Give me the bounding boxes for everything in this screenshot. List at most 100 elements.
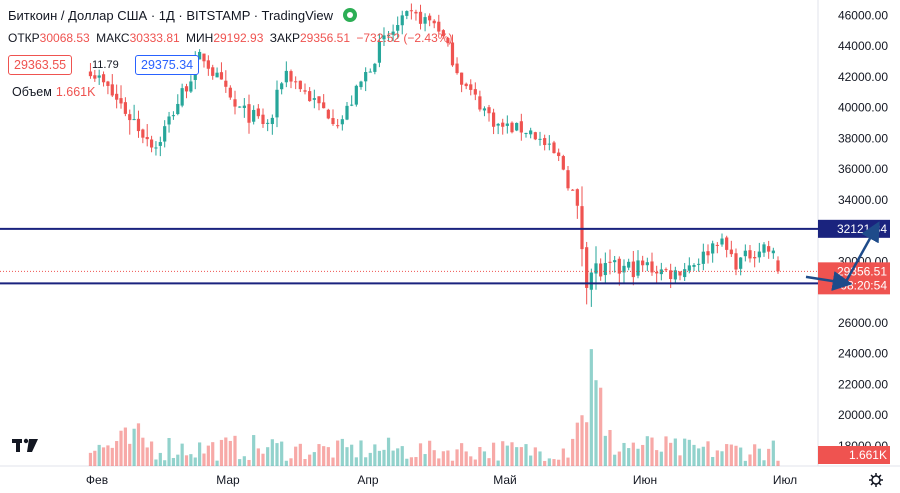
volume-bar <box>533 447 537 466</box>
candle-body <box>552 142 556 154</box>
volume-bar <box>515 447 519 466</box>
volume-bar <box>631 442 635 466</box>
volume-bar <box>391 450 395 466</box>
volume-bar <box>446 450 450 466</box>
candle-body <box>391 31 395 35</box>
volume-bar <box>115 441 119 466</box>
volume-bar <box>317 444 321 466</box>
candle-body <box>184 86 189 92</box>
candle-body <box>97 75 101 78</box>
candle-body <box>115 93 119 100</box>
candle-body <box>678 271 682 276</box>
volume-bar <box>132 428 136 466</box>
volume-bar <box>326 447 330 466</box>
candle-body <box>501 122 505 127</box>
volume-bar <box>233 435 237 466</box>
volume-bar <box>405 458 409 466</box>
volume-bar <box>176 454 180 466</box>
candle-body <box>645 262 649 266</box>
candle-body <box>510 122 514 133</box>
candle-body <box>482 108 487 111</box>
data-source: TradingView <box>261 8 334 23</box>
volume-bar <box>701 446 705 466</box>
volume-bar <box>163 460 167 466</box>
volume-bar <box>340 438 344 466</box>
volume-bar <box>206 445 210 466</box>
volume-bar <box>294 446 298 466</box>
volume-bar <box>184 455 189 466</box>
candle-body <box>359 81 363 88</box>
change-value: −732.52 (−2.43%) <box>356 31 453 45</box>
candle-body <box>547 143 551 145</box>
volume-bar <box>128 443 132 466</box>
volume-bar <box>464 451 468 466</box>
candle-body <box>317 96 321 104</box>
volume-bar <box>460 443 464 466</box>
candle-body <box>275 89 279 118</box>
volume-bar <box>566 457 570 466</box>
candle-body <box>594 263 598 274</box>
candle-body <box>294 81 298 83</box>
volume-bar <box>589 349 593 466</box>
volume-bar <box>571 438 575 466</box>
volume-bar <box>345 447 349 466</box>
candle-body <box>308 91 312 102</box>
volume-bar <box>247 459 251 466</box>
volume-bar <box>437 458 441 466</box>
candle-body <box>93 75 97 79</box>
volume-bar <box>242 456 246 466</box>
price-tick-label: 46000.00 <box>838 8 888 22</box>
volume-bar <box>136 423 141 466</box>
candle-body <box>409 10 413 12</box>
close-label: ЗАКР <box>269 31 300 45</box>
candle-body <box>106 81 110 86</box>
volume-bar <box>219 439 224 466</box>
volume-bar <box>669 442 673 466</box>
tradingview-logo-icon[interactable] <box>12 436 38 454</box>
volume-bar <box>683 438 687 466</box>
buy-price-button[interactable]: 29375.34 <box>135 55 200 75</box>
candle-body <box>215 72 219 78</box>
volume-bar <box>664 436 668 466</box>
candle-body <box>687 265 691 271</box>
candle-body <box>180 88 184 106</box>
open-value: 30068.53 <box>39 31 90 45</box>
candle-body <box>128 114 132 121</box>
time-tick-label: Июл <box>773 473 797 487</box>
volume-bar <box>575 422 579 466</box>
volume-bar <box>423 454 427 466</box>
candle-body <box>557 152 561 157</box>
candle-body <box>757 251 761 258</box>
volume-bar <box>608 429 612 466</box>
market-open-icon <box>342 8 357 22</box>
volume-bar <box>373 444 377 466</box>
price-tick-label: 38000.00 <box>838 131 888 145</box>
volume-bar <box>469 456 473 466</box>
candle-body <box>101 74 106 83</box>
volume-bar <box>561 448 565 466</box>
volume-bar <box>659 451 663 466</box>
candle-body <box>743 250 747 257</box>
volume-bar <box>524 444 528 466</box>
candle-body <box>368 71 372 73</box>
candle-body <box>189 81 193 92</box>
volume-bar <box>400 446 404 466</box>
volume-bar <box>303 459 307 466</box>
candle-body <box>771 250 775 254</box>
candle-body <box>145 137 149 140</box>
candle-body <box>284 70 288 83</box>
candle-body <box>543 138 547 146</box>
candle-body <box>491 112 496 127</box>
volume-bar <box>93 450 97 466</box>
volume-bar <box>725 444 729 466</box>
candle-body <box>423 17 427 24</box>
volume-bar <box>594 380 598 466</box>
volume-bar <box>473 459 477 466</box>
settings-gear-icon[interactable] <box>869 473 883 487</box>
candle-body <box>136 118 141 132</box>
volume-bar <box>202 453 206 466</box>
sell-price-button[interactable]: 29363.55 <box>8 55 73 75</box>
volume-bar <box>478 447 482 466</box>
candle-body <box>659 269 663 275</box>
